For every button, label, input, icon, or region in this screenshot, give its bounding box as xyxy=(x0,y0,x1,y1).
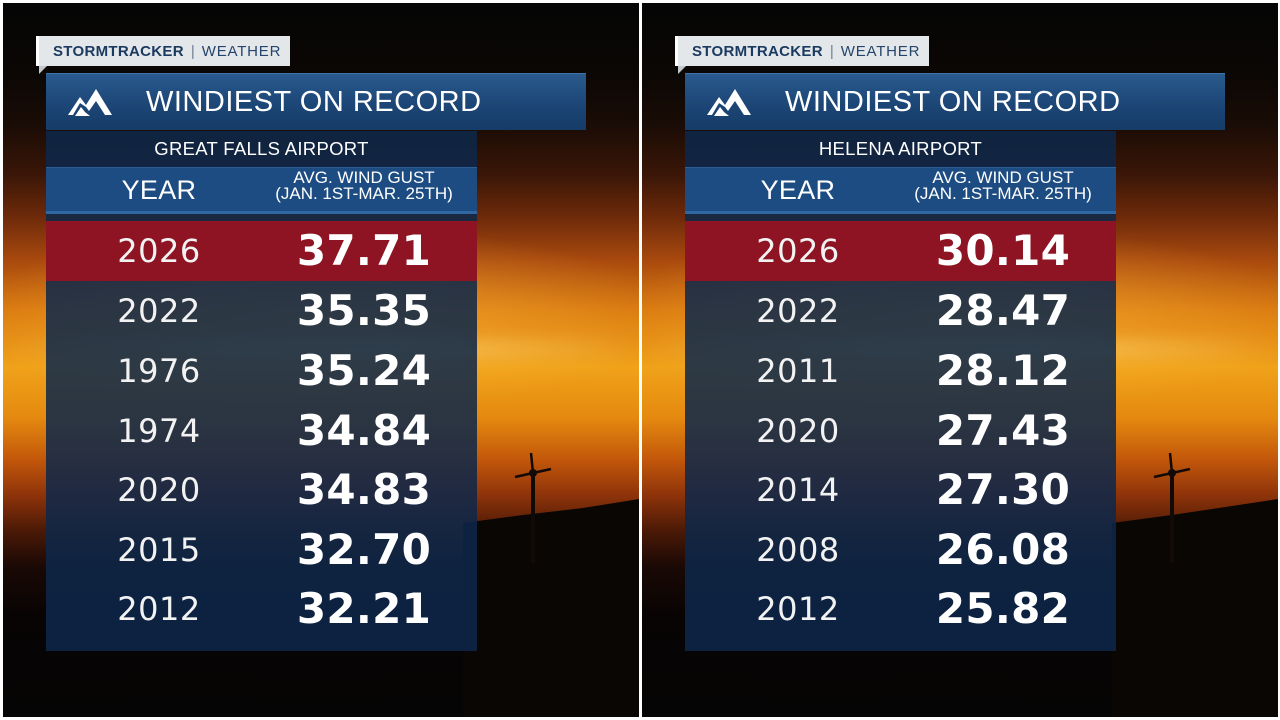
gust-header-line2: (JAN. 1ST-MAR. 25TH) xyxy=(914,184,1092,203)
gust-value-cell: 34.83 xyxy=(296,465,432,515)
year-cell: 2026 xyxy=(756,231,840,270)
table-header: YEAR AVG. WIND GUST (JAN. 1ST-MAR. 25TH) xyxy=(685,167,1116,214)
records-table: HELENA AIRPORT YEAR AVG. WIND GUST (JAN.… xyxy=(685,131,1116,651)
gust-value-cell: 32.70 xyxy=(296,525,432,575)
gust-value-cell: 37.71 xyxy=(296,226,432,276)
left-graphic-panel: STORMTRACKER | WEATHER WINDIEST ON RECOR… xyxy=(3,3,639,717)
brand-separator: | xyxy=(829,42,834,60)
gust-value-cell: 32.21 xyxy=(296,584,432,634)
airport-name: GREAT FALLS AIRPORT xyxy=(154,138,369,159)
gust-value-cell: 27.30 xyxy=(935,465,1071,515)
year-cell: 2008 xyxy=(756,530,840,569)
table-row: 2012 32.21 xyxy=(46,579,477,639)
year-cell: 2011 xyxy=(756,351,840,390)
right-graphic-panel: STORMTRACKER | WEATHER WINDIEST ON RECOR… xyxy=(642,3,1278,717)
table-row: 2008 26.08 xyxy=(685,520,1116,580)
gust-value-cell: 35.35 xyxy=(296,286,432,336)
section-name: WEATHER xyxy=(840,42,921,60)
gust-value-cell: 28.47 xyxy=(935,286,1071,336)
stormtracker-tag: STORMTRACKER | WEATHER xyxy=(36,36,290,66)
gust-value-cell: 30.14 xyxy=(935,226,1071,276)
mountain-logo-icon xyxy=(68,89,112,116)
year-cell: 2022 xyxy=(117,291,201,330)
year-cell: 2012 xyxy=(117,589,201,628)
table-row: 2012 25.82 xyxy=(685,579,1116,639)
gust-value-cell: 27.43 xyxy=(935,406,1071,456)
year-cell: 2020 xyxy=(756,411,840,450)
table-row: 2014 27.30 xyxy=(685,460,1116,520)
panel-divider xyxy=(639,0,642,720)
title-bar: WINDIEST ON RECORD xyxy=(46,73,586,130)
gust-value-cell: 26.08 xyxy=(935,525,1071,575)
gust-value-cell: 35.24 xyxy=(296,346,432,396)
table-row: 1976 35.24 xyxy=(46,341,477,401)
wind-turbine-silhouette xyxy=(1112,452,1278,717)
section-name: WEATHER xyxy=(201,42,282,60)
gust-value-cell: 28.12 xyxy=(935,346,1071,396)
brand-name: STORMTRACKER xyxy=(692,42,823,60)
airport-name: HELENA AIRPORT xyxy=(818,138,983,159)
year-column-header: YEAR xyxy=(121,174,197,205)
table-row: 2020 27.43 xyxy=(685,401,1116,461)
mountain-logo-icon xyxy=(707,89,751,116)
gust-header-line2: (JAN. 1ST-MAR. 25TH) xyxy=(275,184,453,203)
gust-header-line1: AVG. WIND GUST xyxy=(293,168,435,187)
year-cell: 2022 xyxy=(756,291,840,330)
records-table: GREAT FALLS AIRPORT YEAR AVG. WIND GUST … xyxy=(46,131,477,651)
year-cell: 1976 xyxy=(117,351,201,390)
year-cell: 1974 xyxy=(117,411,201,450)
brand-name: STORMTRACKER xyxy=(53,42,184,60)
table-row: 2022 35.35 xyxy=(46,281,477,341)
gust-value-cell: 34.84 xyxy=(296,406,432,456)
year-cell: 2012 xyxy=(756,589,840,628)
gust-value-cell: 25.82 xyxy=(935,584,1071,634)
year-column-header: YEAR xyxy=(760,174,836,205)
gust-column-header: AVG. WIND GUST (JAN. 1ST-MAR. 25TH) xyxy=(890,168,1116,203)
table-row-highlighted: 2026 30.14 xyxy=(685,221,1116,281)
tag-tail xyxy=(39,66,47,74)
title-bar: WINDIEST ON RECORD xyxy=(685,73,1225,130)
table-row: 2022 28.47 xyxy=(685,281,1116,341)
year-cell: 2014 xyxy=(756,470,840,509)
year-cell: 2026 xyxy=(117,231,201,270)
table-row: 2011 28.12 xyxy=(685,341,1116,401)
brand-separator: | xyxy=(190,42,195,60)
tag-tail xyxy=(678,66,686,74)
table-row: 2015 32.70 xyxy=(46,520,477,580)
stormtracker-tag: STORMTRACKER | WEATHER xyxy=(675,36,929,66)
page-title: WINDIEST ON RECORD xyxy=(785,85,1121,118)
year-cell: 2020 xyxy=(117,470,201,509)
table-header: YEAR AVG. WIND GUST (JAN. 1ST-MAR. 25TH) xyxy=(46,167,477,214)
gust-header-line1: AVG. WIND GUST xyxy=(932,168,1074,187)
wind-turbine-silhouette xyxy=(463,452,639,717)
year-cell: 2015 xyxy=(117,530,201,569)
gust-column-header: AVG. WIND GUST (JAN. 1ST-MAR. 25TH) xyxy=(251,168,477,203)
page-title: WINDIEST ON RECORD xyxy=(146,85,482,118)
table-row: 2020 34.83 xyxy=(46,460,477,520)
table-row: 1974 34.84 xyxy=(46,401,477,461)
table-row-highlighted: 2026 37.71 xyxy=(46,221,477,281)
